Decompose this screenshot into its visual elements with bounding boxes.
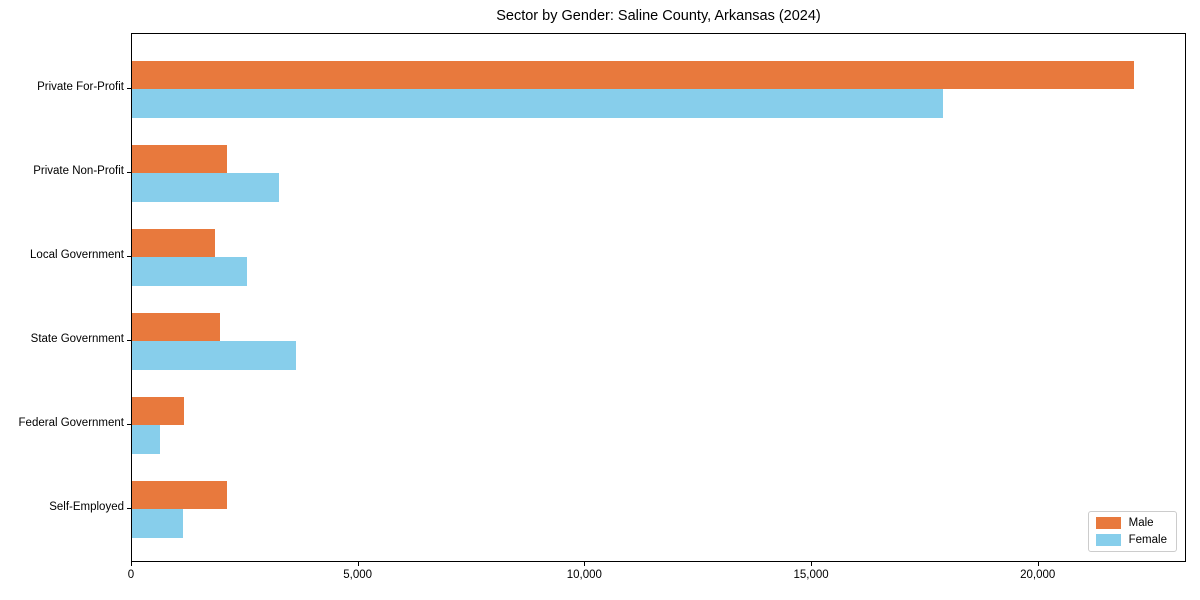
legend-swatch-female [1095, 534, 1121, 546]
y-tick-mark [127, 256, 131, 257]
bar-female-private-for-profit [132, 89, 944, 118]
x-tick-label-10000: 10,000 [566, 569, 602, 581]
legend-entry-female: Female [1095, 534, 1167, 546]
bar-male-self-employed [132, 480, 228, 509]
bar-female-state-government [132, 341, 296, 370]
bar-male-private-non-profit [132, 144, 228, 173]
bar-male-local-government [132, 228, 215, 257]
y-axis-label-federal-government: Federal Government [18, 417, 124, 429]
x-tick-label-0: 0 [127, 569, 135, 581]
y-tick-mark [127, 340, 131, 341]
legend-swatch-male [1095, 517, 1121, 529]
x-tick-mark [357, 562, 359, 566]
x-tick-mark [131, 562, 132, 566]
bar-female-federal-government [132, 425, 161, 454]
y-axis-label-state-government: State Government [30, 333, 124, 345]
y-tick-mark [127, 424, 131, 425]
bar-male-private-for-profit [132, 60, 1134, 89]
bar-male-state-government [132, 312, 220, 341]
plot-area: Male Female [131, 33, 1186, 562]
bar-female-local-government [132, 257, 248, 286]
x-tick-mark [1037, 562, 1039, 566]
x-tick-label-20000: 20,000 [1020, 569, 1056, 581]
legend-label-male: Male [1128, 517, 1154, 529]
legend-label-female: Female [1128, 534, 1167, 546]
chart-title: Sector by Gender: Saline County, Arkansa… [496, 8, 821, 24]
bar-female-private-non-profit [132, 173, 279, 202]
legend: Male Female [1087, 511, 1177, 552]
y-axis-label-private-non-profit: Private Non-Profit [33, 165, 124, 177]
legend-entry-male: Male [1095, 517, 1167, 529]
x-tick-label-15000: 15,000 [793, 569, 829, 581]
y-axis-label-self-employed: Self-Employed [49, 501, 124, 513]
y-axis-label-local-government: Local Government [30, 249, 124, 261]
x-tick-mark [811, 562, 813, 566]
y-tick-mark [127, 508, 131, 509]
x-tick-mark [584, 562, 586, 566]
y-axis-label-private-for-profit: Private For-Profit [37, 81, 124, 93]
y-tick-mark [127, 88, 131, 89]
x-tick-label-5000: 5,000 [343, 569, 373, 581]
bar-male-federal-government [132, 396, 184, 425]
bar-female-self-employed [132, 509, 184, 538]
y-tick-mark [127, 172, 131, 173]
